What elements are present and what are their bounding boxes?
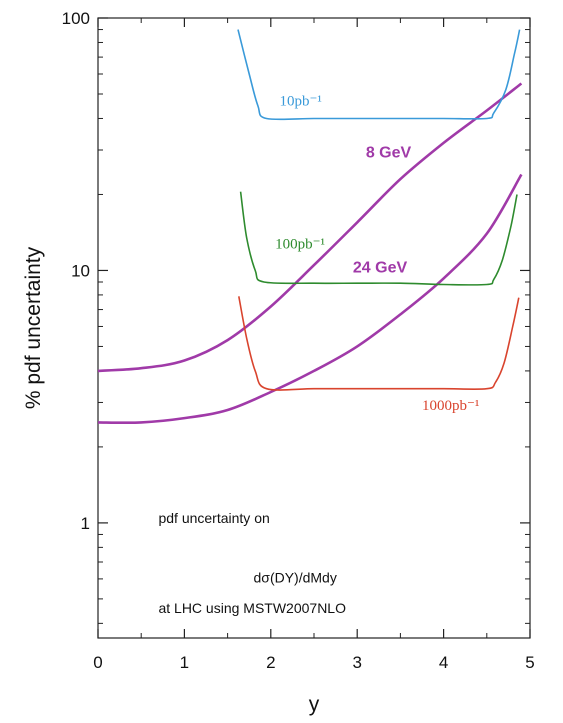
series-label-2: 10pb⁻¹ xyxy=(279,94,321,110)
annotation-2: at LHC using MSTW2007NLO xyxy=(158,600,346,616)
y-tick-label: 10 xyxy=(71,261,90,280)
series-line-3 xyxy=(239,191,518,286)
series-label-3: 100pb⁻¹ xyxy=(275,237,325,253)
x-tick-label: 5 xyxy=(525,653,534,672)
x-tick-label: 1 xyxy=(180,653,189,672)
axis-tick-labels: 0 1 2 3 4 5 1 10 100 xyxy=(62,9,535,672)
y-tick-label: 1 xyxy=(81,514,90,533)
series-line-0 xyxy=(97,82,523,373)
series-label-1: 24 GeV xyxy=(353,260,408,277)
series-line-2 xyxy=(237,29,521,121)
series-label-0: 8 GeV xyxy=(366,145,412,162)
series-line-4 xyxy=(238,296,520,391)
annotation-1: dσ(DY)/dMdy xyxy=(254,570,337,586)
y-tick-label: 100 xyxy=(62,9,90,28)
x-tick-label: 3 xyxy=(352,653,361,672)
plot-frame xyxy=(97,17,531,639)
x-tick-label: 0 xyxy=(93,653,102,672)
x-tick-label: 4 xyxy=(439,653,448,672)
axis-ticks xyxy=(97,17,531,638)
series-lines xyxy=(97,29,523,425)
series-line-1 xyxy=(97,173,523,425)
series-labels: 8 GeV 24 GeV 10pb⁻¹ 100pb⁻¹ 1000pb⁻¹ xyxy=(275,94,479,414)
annotations: pdf uncertainty on dσ(DY)/dMdy at LHC usin… xyxy=(158,510,346,616)
x-axis-title: y xyxy=(309,693,320,716)
annotation-0: pdf uncertainty on xyxy=(158,510,269,526)
series-label-4: 1000pb⁻¹ xyxy=(422,398,479,414)
x-tick-label: 2 xyxy=(266,653,275,672)
y-axis-title: % pdf uncertainty xyxy=(22,246,45,409)
